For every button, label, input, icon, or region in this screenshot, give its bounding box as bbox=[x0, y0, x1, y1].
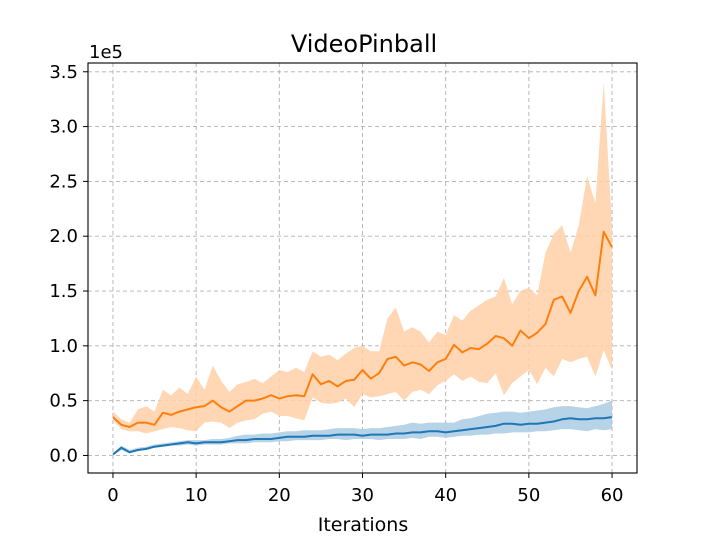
x-tick-label: 40 bbox=[434, 485, 457, 506]
grid bbox=[88, 63, 637, 473]
chart-title: VideoPinball bbox=[291, 30, 437, 58]
y-tick-label: 3.0 bbox=[49, 117, 78, 138]
x-tick-label: 10 bbox=[185, 485, 208, 506]
x-tick-label: 30 bbox=[351, 485, 374, 506]
y-tick-label: 2.5 bbox=[49, 171, 78, 192]
y-tick-label: 0.5 bbox=[49, 391, 78, 412]
x-tick-label: 20 bbox=[268, 485, 291, 506]
confidence-bands bbox=[113, 82, 612, 456]
y-offset-label: 1e5 bbox=[89, 42, 123, 63]
y-tick-label: 2.0 bbox=[49, 226, 78, 247]
y-tick-label: 1.0 bbox=[49, 336, 78, 357]
y-tick-label: 3.5 bbox=[49, 62, 78, 83]
series-1-band bbox=[113, 82, 612, 434]
y-tick-label: 0.0 bbox=[49, 445, 78, 466]
y-tick-label: 1.5 bbox=[49, 281, 78, 302]
series-0-line bbox=[112, 416, 613, 456]
series-lines bbox=[112, 230, 613, 456]
x-tick-label: 0 bbox=[107, 485, 118, 506]
x-axis-ticks: 0 10 20 30 40 50 60 bbox=[107, 473, 623, 506]
series-1-line bbox=[112, 230, 613, 428]
series-0-band bbox=[113, 400, 612, 456]
x-tick-label: 50 bbox=[517, 485, 540, 506]
x-tick-label: 60 bbox=[601, 485, 624, 506]
x-axis-label: Iterations bbox=[318, 514, 409, 536]
y-axis-ticks: 0.0 0.5 1.0 1.5 2.0 2.5 3.0 3.5 bbox=[49, 62, 88, 466]
